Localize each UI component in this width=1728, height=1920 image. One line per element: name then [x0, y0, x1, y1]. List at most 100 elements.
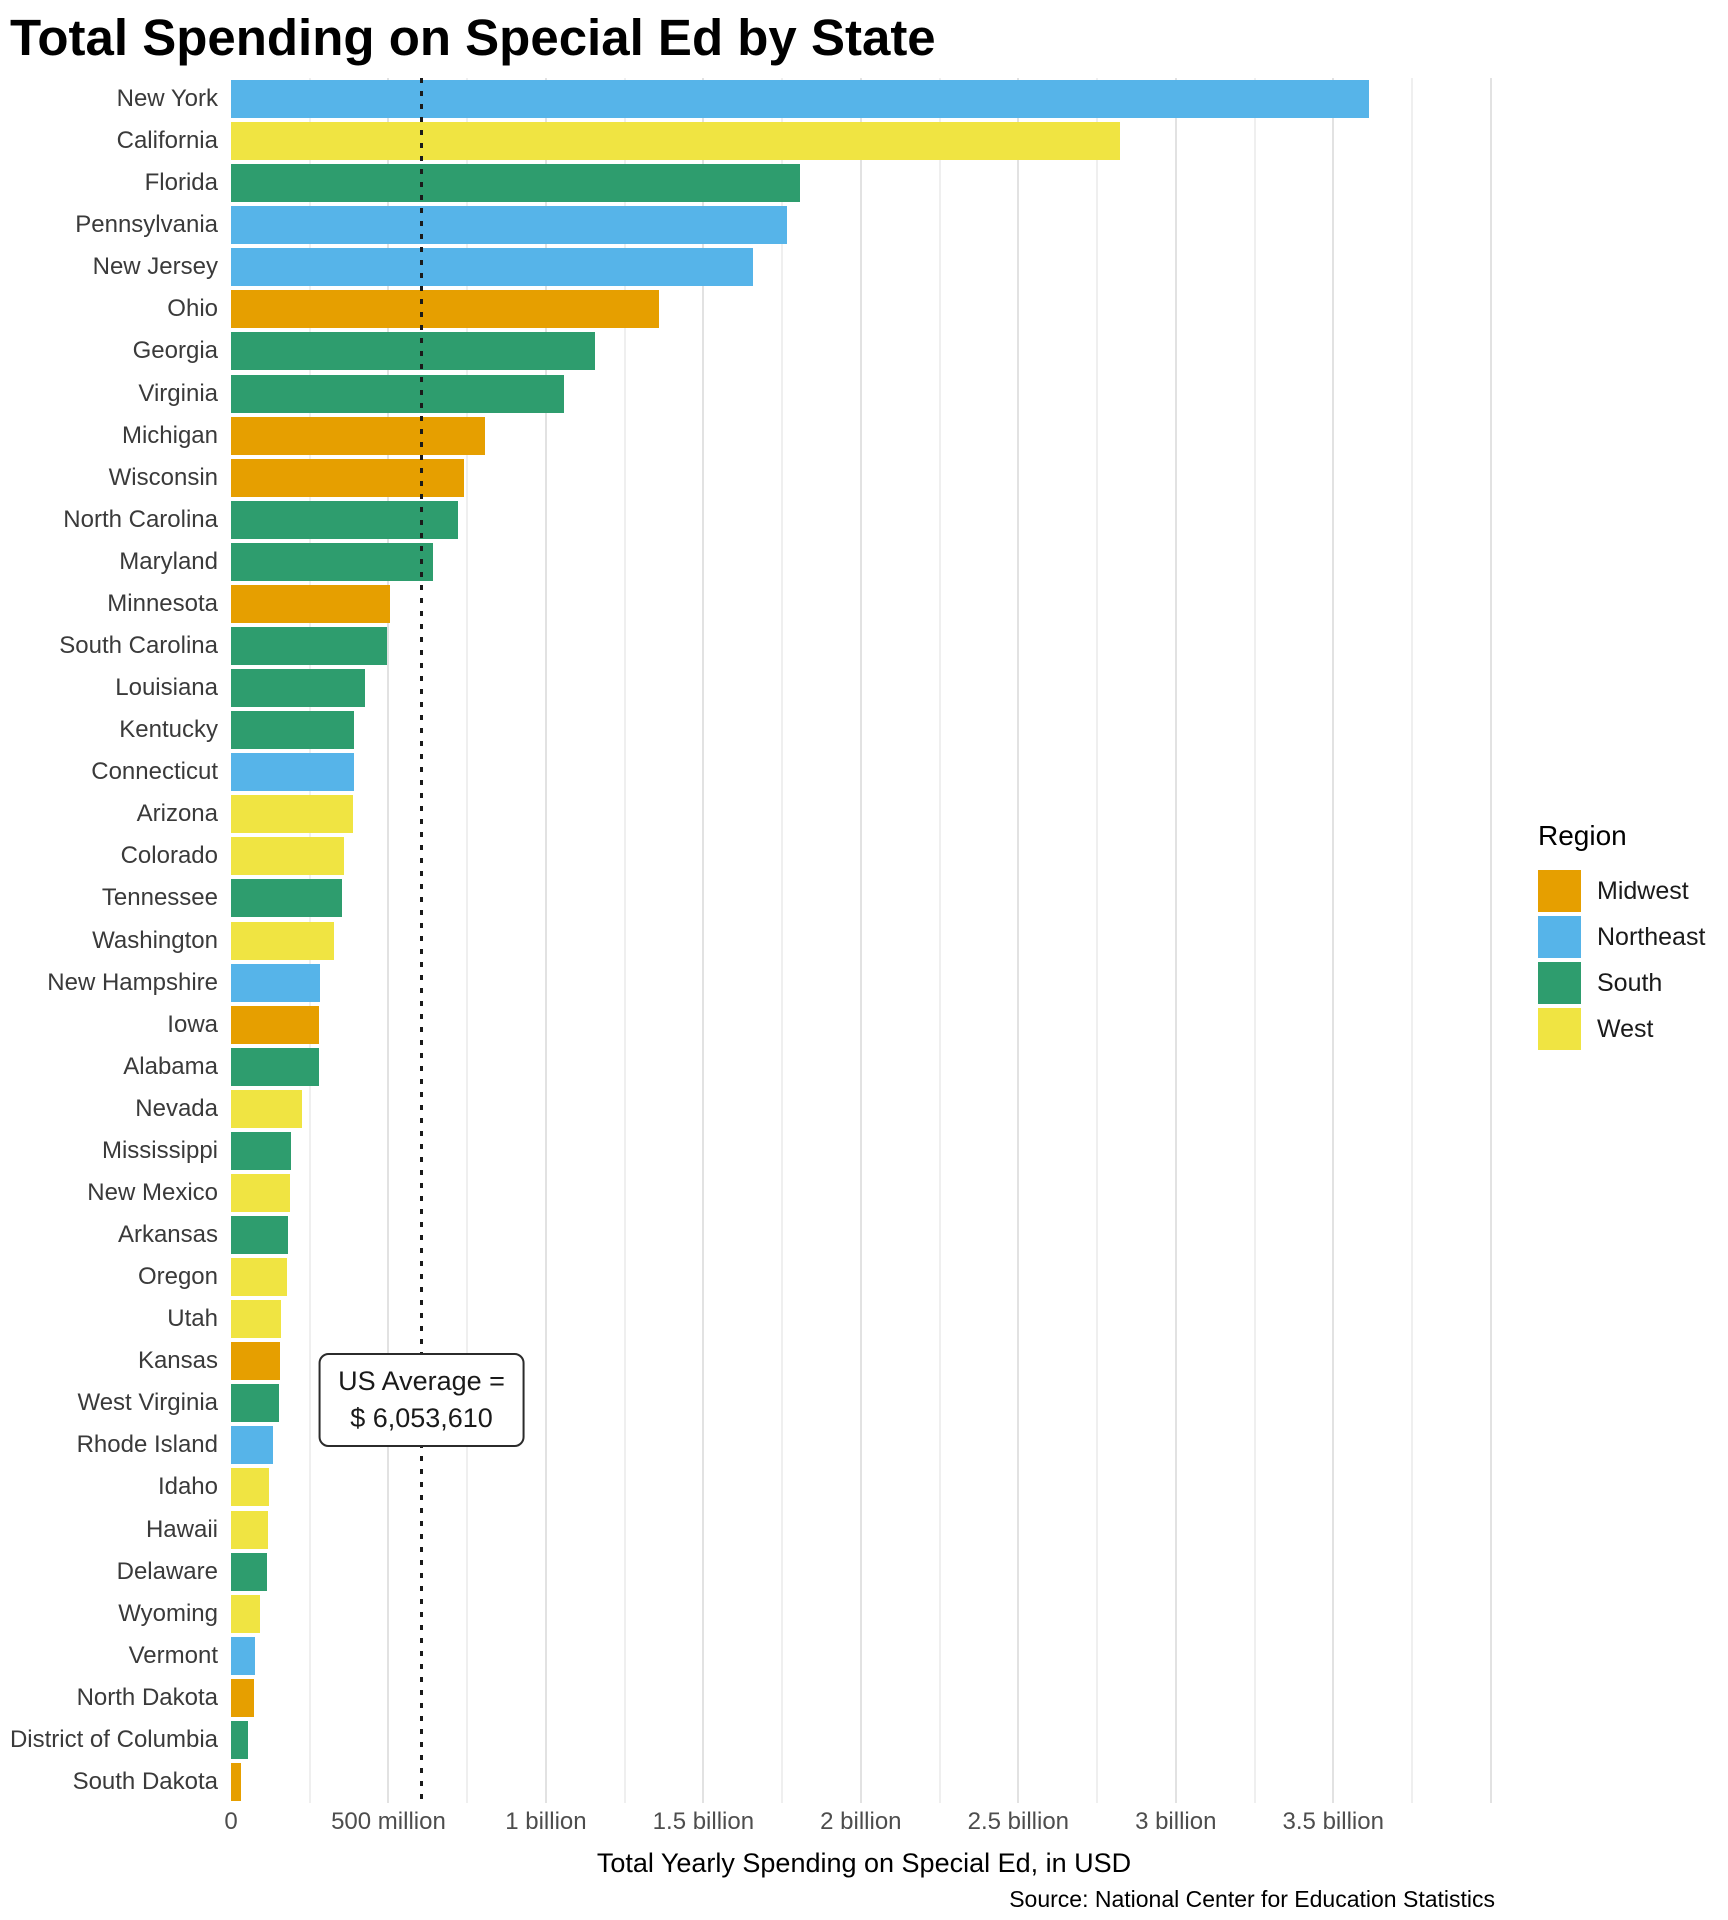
y-label-minnesota: Minnesota — [107, 589, 218, 617]
x-tick-3-billion: 3 billion — [1135, 1808, 1217, 1835]
y-label-north-carolina: North Carolina — [63, 505, 218, 533]
y-label-delaware: Delaware — [116, 1557, 218, 1585]
y-label-florida: Florida — [144, 169, 218, 197]
y-label-district-of-columbia: District of Columbia — [9, 1725, 218, 1753]
bar-wyoming — [231, 1594, 260, 1633]
x-tick-1-5-billion: 1.5 billion — [652, 1808, 755, 1835]
bar-idaho — [231, 1468, 269, 1507]
major-gridline — [387, 78, 390, 1803]
bar-nevada — [231, 1089, 302, 1128]
source-caption: Source: National Center for Education St… — [1009, 1886, 1495, 1912]
legend-label-midwest: Midwest — [1597, 876, 1689, 905]
legend-label-northeast: Northeast — [1597, 922, 1706, 951]
bar-west-virginia — [231, 1384, 279, 1423]
y-label-idaho: Idaho — [157, 1473, 218, 1501]
x-tick-2-5-billion: 2.5 billion — [967, 1808, 1070, 1835]
x-tick-2-billion: 2 billion — [820, 1808, 902, 1835]
bar-iowa — [231, 1005, 320, 1044]
y-label-north-dakota: North Dakota — [76, 1683, 218, 1711]
y-label-virginia: Virginia — [138, 379, 218, 407]
x-tick-3-5-billion: 3.5 billion — [1282, 1808, 1384, 1835]
legend-swatch-south — [1538, 962, 1581, 1004]
bar-district-of-columbia — [231, 1720, 249, 1759]
y-label-hawaii: Hawaii — [145, 1515, 218, 1543]
major-gridline — [1017, 78, 1020, 1803]
y-label-new-hampshire: New Hampshire — [47, 968, 218, 996]
minor-gridline — [1096, 78, 1099, 1803]
y-label-utah: Utah — [167, 1305, 218, 1333]
bar-ohio — [231, 290, 660, 329]
y-label-california: California — [116, 127, 218, 155]
minor-gridline — [623, 78, 626, 1803]
legend-title: Region — [1538, 820, 1627, 851]
y-label-arizona: Arizona — [136, 800, 218, 828]
bar-new-york — [231, 80, 1370, 119]
y-label-new-mexico: New Mexico — [87, 1178, 218, 1206]
minor-gridline — [1253, 78, 1256, 1803]
x-tick-500-million: 500 million — [331, 1808, 446, 1835]
major-gridline — [1174, 78, 1177, 1803]
bar-south-dakota — [231, 1762, 242, 1801]
y-label-iowa: Iowa — [167, 1010, 218, 1038]
y-label-michigan: Michigan — [121, 421, 218, 449]
major-gridline — [544, 78, 547, 1803]
minor-gridline — [938, 78, 941, 1803]
legend-swatch-northeast — [1538, 916, 1581, 958]
y-label-west-virginia: West Virginia — [77, 1389, 218, 1417]
bar-new-jersey — [231, 248, 753, 287]
y-label-new-jersey: New Jersey — [92, 253, 218, 281]
bar-maryland — [231, 542, 433, 581]
bar-new-hampshire — [231, 963, 321, 1002]
y-label-nevada: Nevada — [135, 1094, 218, 1122]
y-label-wyoming: Wyoming — [118, 1599, 218, 1627]
y-label-ohio: Ohio — [167, 295, 218, 323]
y-label-mississippi: Mississippi — [101, 1136, 218, 1164]
bar-vermont — [231, 1636, 255, 1675]
bar-georgia — [231, 332, 596, 371]
bar-virginia — [231, 374, 565, 413]
legend-item-south: South — [1538, 962, 1728, 1004]
us-average-label-line: US Average = — [338, 1366, 505, 1396]
y-label-louisiana: Louisiana — [115, 674, 218, 702]
bar-kentucky — [231, 711, 355, 750]
us-average-label: US Average = $ 6,053,610 — [318, 1353, 525, 1447]
x-tick-0: 0 — [224, 1808, 238, 1835]
legend-label-west: West — [1597, 1014, 1654, 1043]
bar-california — [231, 122, 1121, 161]
bar-minnesota — [231, 584, 391, 623]
bar-south-carolina — [231, 626, 387, 665]
minor-gridline — [781, 78, 784, 1803]
y-label-colorado: Colorado — [120, 842, 218, 870]
legend-item-west: West — [1538, 1008, 1728, 1050]
bar-arkansas — [231, 1216, 288, 1254]
bar-mississippi — [231, 1131, 291, 1170]
minor-gridline — [1410, 78, 1413, 1803]
y-label-maryland: Maryland — [119, 547, 218, 575]
bar-utah — [231, 1300, 281, 1339]
bar-wisconsin — [231, 458, 465, 497]
y-label-arkansas: Arkansas — [117, 1221, 218, 1248]
legend: Region Midwest Northeast South West — [1538, 820, 1728, 1054]
minor-gridline — [466, 78, 469, 1803]
x-tick-1-billion: 1 billion — [505, 1808, 587, 1835]
bar-kansas — [231, 1342, 281, 1381]
bar-colorado — [231, 837, 345, 876]
us-average-label-line: $ 6,053,610 — [350, 1403, 493, 1433]
y-label-alabama: Alabama — [123, 1052, 218, 1080]
major-gridline — [1489, 78, 1492, 1803]
bar-alabama — [231, 1047, 319, 1086]
y-label-south-carolina: South Carolina — [59, 631, 218, 659]
major-gridline — [1332, 78, 1335, 1803]
bar-hawaii — [231, 1510, 269, 1549]
bar-pennsylvania — [231, 206, 788, 245]
bar-delaware — [231, 1552, 268, 1591]
us-average-reference-line — [420, 78, 424, 1803]
bar-rhode-island — [231, 1426, 273, 1465]
bar-north-dakota — [231, 1678, 255, 1717]
major-gridline — [859, 78, 862, 1803]
y-label-south-dakota: South Dakota — [72, 1767, 218, 1795]
y-label-tennessee: Tennessee — [101, 884, 218, 912]
bar-michigan — [231, 416, 485, 455]
